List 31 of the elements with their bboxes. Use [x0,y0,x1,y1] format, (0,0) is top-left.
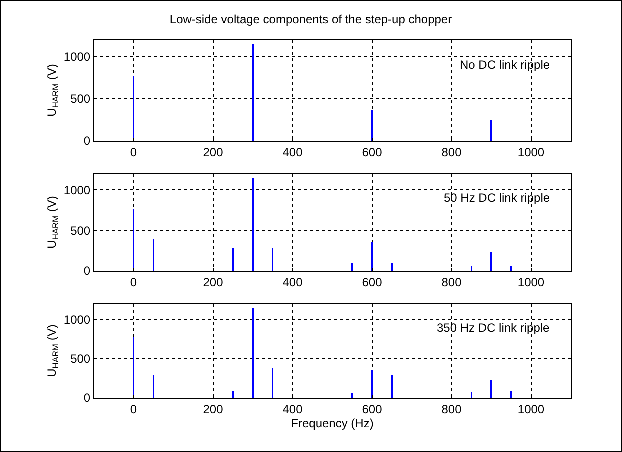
x-tick-label: 600 [362,275,383,290]
y-tick-label: 0 [84,391,91,406]
y-tick-label: 1000 [64,183,91,198]
x-tick-label: 800 [442,145,462,160]
x-tick-label: 200 [203,402,224,416]
x-tick-label: 600 [362,145,383,160]
x-tick-label: 0 [130,145,138,160]
x-tick-label: 400 [282,145,304,160]
annotation: No DC link ripple [460,58,550,72]
x-tick-label: 400 [282,275,304,290]
x-tick-label: 600 [362,402,383,416]
y-tick-label: 0 [84,264,91,278]
x-tick-label: 1000 [518,145,545,160]
x-tick-label: 1000 [518,275,545,290]
y-tick-label: 500 [70,352,91,366]
y-tick-label: 0 [84,134,91,148]
x-tick-label: 1000 [518,402,545,416]
y-tick-label: 1000 [64,50,91,64]
x-tick-label: 0 [130,402,138,416]
y-tick-label: 500 [70,92,91,106]
chart-title: Low-side voltage components of the step-up chopper [170,12,452,26]
y-tick-label: 1000 [64,312,91,327]
y-tick-label: 500 [70,224,91,238]
x-tick-label: 200 [203,275,224,290]
x-tick-label: 800 [442,275,462,290]
x-axis-title: Frequency (Hz) [291,416,374,430]
x-tick-label: 0 [130,275,138,290]
x-tick-label: 800 [442,402,462,416]
annotation: 350 Hz DC link ripple [437,321,550,335]
x-tick-label: 400 [282,402,304,416]
x-tick-label: 200 [203,145,224,160]
